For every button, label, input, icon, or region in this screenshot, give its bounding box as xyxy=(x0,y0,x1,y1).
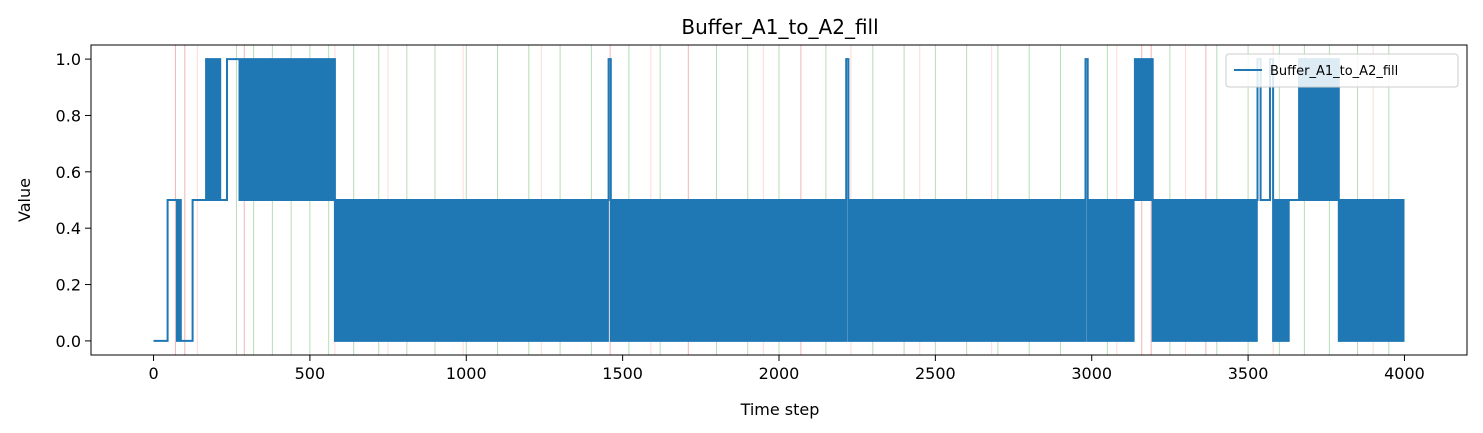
x-tick-label: 2500 xyxy=(915,364,956,383)
y-axis-label: Value xyxy=(15,178,34,222)
x-tick-label: 4000 xyxy=(1384,364,1425,383)
legend-label: Buffer_A1_to_A2_fill xyxy=(1270,64,1398,79)
x-tick-label: 500 xyxy=(295,364,326,383)
x-tick-label: 0 xyxy=(148,364,158,383)
x-tick-label: 3000 xyxy=(1071,364,1112,383)
x-tick-label: 3500 xyxy=(1228,364,1269,383)
x-axis-ticks: 0 500 1000 1500 2000 2500 3000 3500 4000 xyxy=(148,355,1425,383)
y-tick-label: 0.0 xyxy=(56,332,81,351)
legend: Buffer_A1_to_A2_fill xyxy=(1225,53,1459,88)
x-tick-label: 2000 xyxy=(759,364,800,383)
y-tick-label: 1.0 xyxy=(56,50,81,69)
x-tick-label: 1000 xyxy=(446,364,487,383)
y-tick-label: 0.2 xyxy=(56,276,81,295)
chart-title: Buffer_A1_to_A2_fill xyxy=(681,15,878,39)
y-tick-label: 0.6 xyxy=(56,163,81,182)
x-axis-label: Time step xyxy=(740,400,820,419)
legend-box xyxy=(1225,53,1459,88)
x-tick-label: 1500 xyxy=(602,364,643,383)
series-line xyxy=(153,58,1405,342)
y-tick-label: 0.4 xyxy=(56,219,81,238)
y-tick-label: 0.8 xyxy=(56,106,81,125)
series-line-group xyxy=(153,58,1405,342)
y-axis-ticks: 0.0 0.2 0.4 0.6 0.8 1.0 xyxy=(56,50,91,351)
